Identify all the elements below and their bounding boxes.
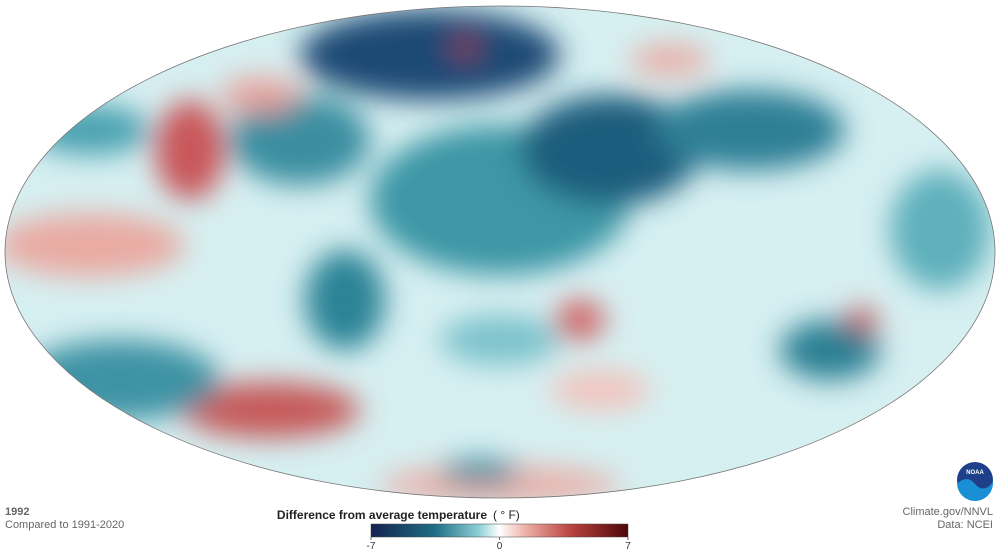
tick-label: -7 [367, 541, 376, 552]
globe-outline [4, 5, 996, 499]
baseline: Compared to 1991-2020 [5, 519, 124, 531]
legend: Difference from average temperature ( ° … [277, 508, 631, 552]
logo-text: NOAA [966, 470, 984, 476]
color-bar [370, 523, 629, 538]
legend-unit: ( ° F) [493, 508, 520, 522]
noaa-logo: NOAA [957, 462, 994, 502]
year: 1992 [5, 506, 29, 518]
temperature-map [5, 6, 995, 498]
legend-title: Difference from average temperature [277, 508, 487, 522]
data-source: Data: NCEI [937, 519, 993, 531]
tick-label: 0 [497, 541, 503, 552]
tick-label: 7 [625, 541, 631, 552]
source: Climate.gov/NNVL [903, 506, 993, 518]
